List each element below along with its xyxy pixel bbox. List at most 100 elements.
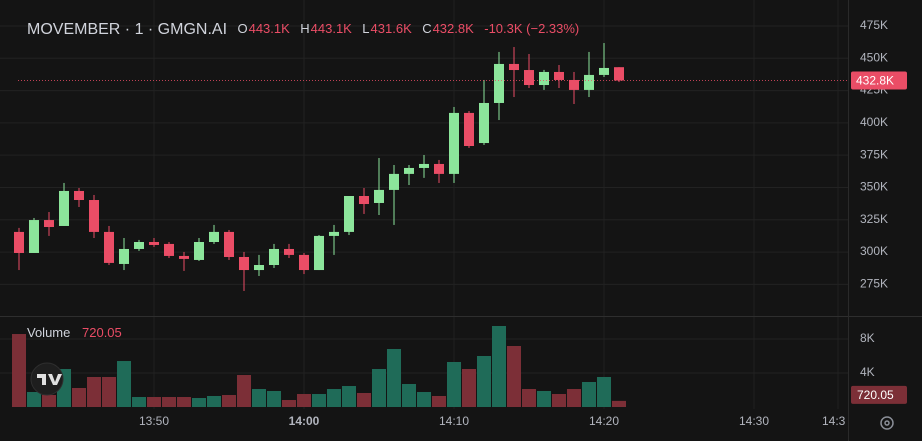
volume-bar — [192, 398, 207, 407]
candle-body — [389, 173, 400, 190]
volume-bar — [282, 400, 297, 407]
settings-icon[interactable] — [880, 416, 894, 430]
volume-bar — [506, 346, 521, 407]
candle-body — [404, 167, 415, 174]
volume-bar — [476, 355, 491, 407]
volume-bar — [222, 395, 237, 407]
y-tick-label: 450K — [860, 50, 888, 64]
x-tick-label: 14:10 — [439, 414, 469, 428]
gear-inner[interactable] — [884, 420, 890, 426]
y-tick-label: 375K — [860, 147, 888, 161]
volume-bar — [536, 391, 551, 407]
candle-body — [493, 63, 504, 103]
x-tick-label: 14:3 — [822, 414, 846, 428]
candle-body — [29, 220, 40, 253]
volume-bar — [581, 382, 596, 407]
candle-body — [299, 254, 310, 271]
candle-body — [14, 231, 25, 253]
candle-body — [119, 248, 130, 264]
x-tick-label: 13:50 — [139, 414, 169, 428]
candle-body — [194, 241, 205, 260]
volume-bar — [267, 391, 282, 407]
volume-bar — [417, 392, 431, 407]
ohlc-value: 431.6K — [371, 21, 413, 36]
logo-mark[interactable] — [37, 374, 62, 385]
candle-body — [44, 220, 55, 228]
candle-body — [523, 70, 534, 86]
symbol: MOVEMBER · 1 · GMGN.AI — [27, 21, 227, 38]
volume-bar — [611, 400, 626, 407]
change: -10.3K (−2.33%) — [484, 21, 579, 36]
chart-title: MOVEMBER · 1 · GMGN.AI O443.1K H443.1K L… — [27, 21, 579, 38]
marks — [12, 43, 848, 407]
candle-body — [89, 200, 100, 232]
volume-bar — [207, 396, 222, 407]
x-tick-label: 14:30 — [739, 414, 769, 428]
volume-bar — [342, 386, 357, 407]
candle-body — [344, 196, 355, 232]
y-tick-label: 275K — [860, 277, 888, 291]
candle-body — [179, 255, 190, 259]
volume-bar — [27, 392, 42, 407]
volume-bar — [147, 397, 162, 407]
ohlc-key: H — [300, 21, 309, 36]
candle-body — [329, 231, 340, 236]
volume-bar — [87, 377, 102, 407]
volume-value: 720.05 — [82, 325, 122, 340]
candle-body — [374, 189, 385, 203]
candle-body — [239, 256, 250, 271]
candle-body — [164, 243, 175, 256]
volume-bar — [132, 397, 147, 407]
ohlc-value: 432.8K — [433, 21, 475, 36]
volume-label: Volume — [27, 325, 70, 340]
candle-body — [59, 190, 70, 226]
volume-bar — [431, 396, 446, 407]
volume-bar — [461, 369, 476, 407]
x-tick-label: 14:00 — [289, 414, 320, 428]
volume-bar — [387, 349, 402, 407]
candle-body — [568, 79, 579, 90]
last-volume-label: 720.05 — [857, 388, 894, 402]
ohlc-key: O — [237, 21, 247, 36]
volume-bar — [491, 326, 506, 407]
volume-bar — [297, 394, 312, 407]
candle-body — [478, 102, 489, 144]
volume-bar — [162, 397, 177, 407]
volume-bar — [327, 389, 342, 407]
volume-bar — [596, 377, 611, 407]
candle-body — [508, 63, 519, 71]
volume-bar — [117, 361, 132, 407]
grid — [0, 0, 848, 409]
ohlc-value: 443.1K — [311, 21, 353, 36]
y-tick-label: 4K — [860, 365, 875, 379]
x-tick-label: 14:20 — [589, 414, 619, 428]
volume-bar — [177, 397, 192, 407]
candle-body — [104, 231, 115, 263]
logo[interactable] — [30, 362, 64, 396]
y-tick-label: 325K — [860, 212, 888, 226]
gear-outer[interactable] — [880, 416, 894, 430]
candle-body — [254, 264, 265, 271]
volume-bar — [521, 389, 536, 407]
volume-bar — [12, 334, 27, 407]
candle-body — [598, 67, 609, 75]
ohlc-key: L — [362, 21, 369, 36]
volume-bar — [42, 395, 57, 407]
candle-body — [149, 241, 160, 245]
y-tick-label: 8K — [860, 331, 875, 345]
logo-circle[interactable] — [30, 362, 64, 396]
candle-body — [284, 248, 295, 255]
candle-body — [359, 196, 370, 205]
ohlc-key: C — [422, 21, 431, 36]
candle-body — [538, 71, 549, 86]
last-price-box — [851, 71, 907, 90]
candle-body — [74, 190, 85, 201]
candle-body — [448, 112, 459, 174]
candle-body — [613, 67, 624, 81]
candle-body — [269, 248, 280, 265]
volume-bar — [402, 383, 417, 407]
volume-bar — [252, 389, 267, 407]
candle-body — [463, 112, 474, 147]
y-tick-label: 300K — [860, 244, 888, 258]
